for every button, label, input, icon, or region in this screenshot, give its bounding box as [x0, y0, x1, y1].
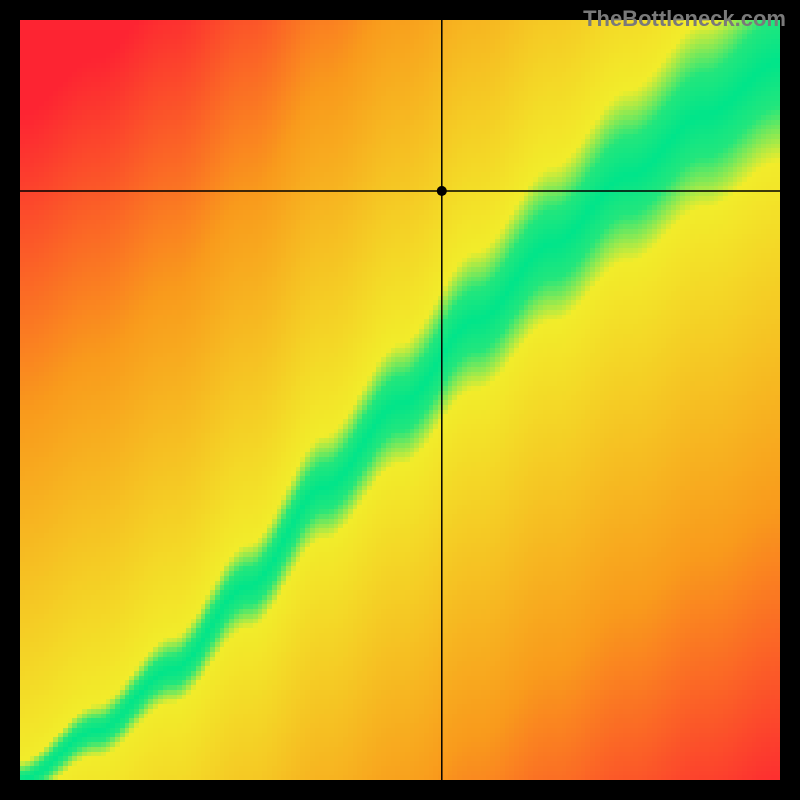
watermark-text: TheBottleneck.com [583, 6, 786, 32]
bottleneck-heatmap [0, 0, 800, 800]
